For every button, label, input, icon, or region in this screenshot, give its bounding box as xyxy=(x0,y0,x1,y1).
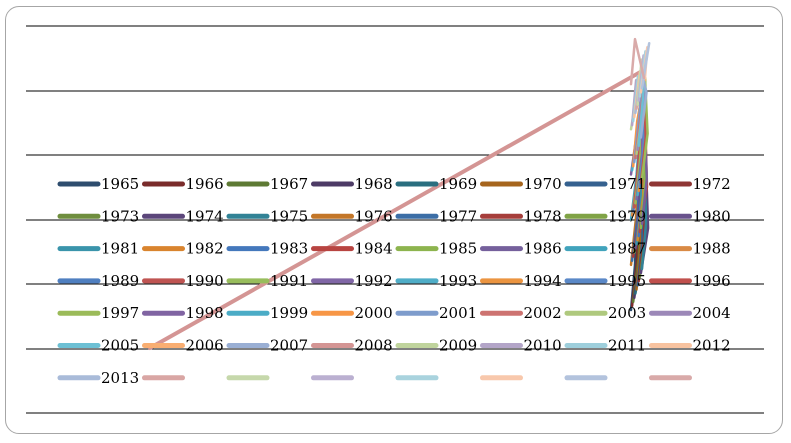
legend-label-1983: 1983 xyxy=(270,240,308,258)
legend-label-1970: 1970 xyxy=(524,175,562,193)
legend-label-2005: 2005 xyxy=(101,337,139,355)
legend-label-2000: 2000 xyxy=(355,304,393,322)
legend-label-1972: 1972 xyxy=(693,175,731,193)
legend-label-1991: 1991 xyxy=(270,272,308,290)
legend-label-1999: 1999 xyxy=(270,304,308,322)
legend-label-1985: 1985 xyxy=(439,240,477,258)
legend-label-2009: 2009 xyxy=(439,337,477,355)
legend-label-1971: 1971 xyxy=(608,175,646,193)
legend-label-1973: 1973 xyxy=(101,207,139,225)
legend-label-2007: 2007 xyxy=(270,337,308,355)
legend-label-1982: 1982 xyxy=(186,240,224,258)
legend-label-2011: 2011 xyxy=(608,337,646,355)
legend-label-1979: 1979 xyxy=(608,207,646,225)
legend-label-1966: 1966 xyxy=(186,175,224,193)
legend-label-1976: 1976 xyxy=(355,207,393,225)
legend-label-1965: 1965 xyxy=(101,175,139,193)
legend-label-1975: 1975 xyxy=(270,207,308,225)
legend-label-2012: 2012 xyxy=(693,337,731,355)
legend-label-2013: 2013 xyxy=(101,369,139,387)
series-lines xyxy=(148,37,651,350)
legend-label-1997: 1997 xyxy=(101,304,139,322)
legend-label-2004: 2004 xyxy=(693,304,731,322)
legend-label-1992: 1992 xyxy=(355,272,393,290)
legend-label-1969: 1969 xyxy=(439,175,477,193)
legend-label-2001: 2001 xyxy=(439,304,477,322)
legend-label-1981: 1981 xyxy=(101,240,139,258)
legend-label-1996: 1996 xyxy=(693,272,731,290)
legend-label-1984: 1984 xyxy=(355,240,393,258)
legend-label-1987: 1987 xyxy=(608,240,646,258)
legend-label-2008: 2008 xyxy=(355,337,393,355)
series-line-2007 xyxy=(639,76,648,139)
legend-label-1993: 1993 xyxy=(439,272,477,290)
legend-label-1988: 1988 xyxy=(693,240,731,258)
legend-label-2010: 2010 xyxy=(524,337,562,355)
series-line-2008 xyxy=(148,68,646,350)
legend-label-1968: 1968 xyxy=(355,175,393,193)
series-line-unnamed-54 xyxy=(640,41,651,90)
legend-label-1989: 1989 xyxy=(101,272,139,290)
legend-label-1974: 1974 xyxy=(186,207,224,225)
legend-label-1986: 1986 xyxy=(524,240,562,258)
legend-label-1990: 1990 xyxy=(186,272,224,290)
legend: 1965 1966 1967 1968 1969 1970 1971 1972 1973 1974… xyxy=(57,175,731,387)
legend-label-1978: 1978 xyxy=(524,207,562,225)
legend-label-1967: 1967 xyxy=(270,175,308,193)
legend-label-1995: 1995 xyxy=(608,272,646,290)
legend-label-1980: 1980 xyxy=(693,207,731,225)
legend-label-1998: 1998 xyxy=(186,304,224,322)
legend-label-2003: 2003 xyxy=(608,304,646,322)
series-line-unnamed-55 xyxy=(629,37,646,86)
legend-label-1977: 1977 xyxy=(439,207,477,225)
legend-label-2002: 2002 xyxy=(524,304,562,322)
legend-label-2006: 2006 xyxy=(186,337,224,355)
legend-label-1994: 1994 xyxy=(524,272,562,290)
